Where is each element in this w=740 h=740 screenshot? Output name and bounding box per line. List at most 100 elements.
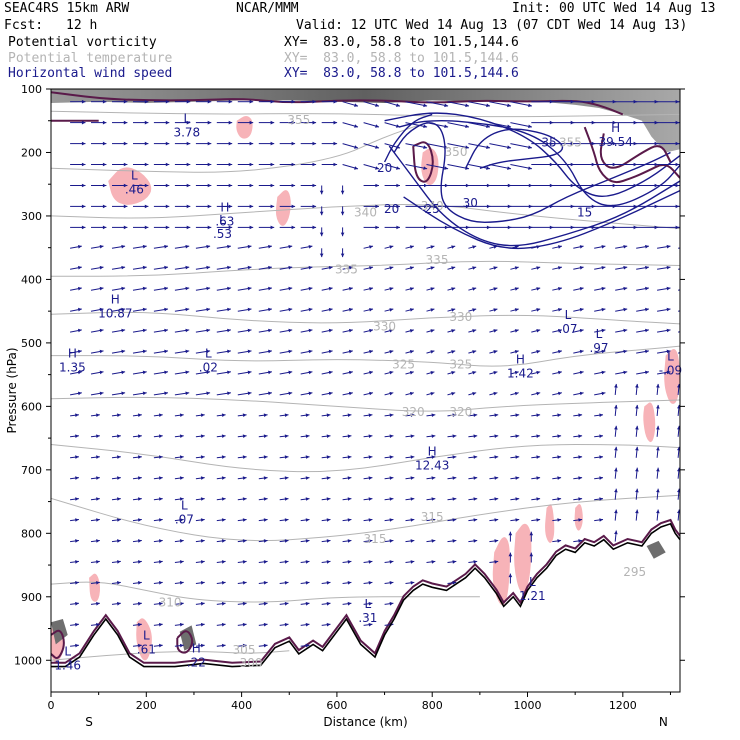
- wind-vector-450: [426, 164, 449, 170]
- wind-vector-475: [447, 204, 470, 209]
- wind-vector-205: [216, 497, 226, 501]
- wind-vector-head: [601, 266, 606, 270]
- wind-vector-head: [536, 370, 541, 375]
- y-tick-label-3: 400: [21, 273, 42, 286]
- wind-vector-head: [179, 518, 184, 522]
- wind-vector-head: [444, 124, 449, 128]
- wind-vector-head: [486, 103, 490, 108]
- wind-vector-head: [348, 307, 353, 312]
- wind-vector-head: [557, 539, 562, 543]
- wind-vector-706: [657, 328, 671, 333]
- wind-vector-191: [216, 204, 233, 209]
- wind-vector-head: [452, 476, 457, 480]
- wind-vector-525: [489, 266, 498, 270]
- wind-vector-head: [635, 467, 639, 472]
- wind-vector-head: [514, 245, 519, 249]
- wind-vector-head: [268, 370, 272, 375]
- wind-vector-99: [132, 539, 142, 543]
- wind-vector-586: [529, 552, 534, 563]
- wind-vector-373: [363, 143, 380, 149]
- wind-vector-head: [247, 370, 252, 375]
- wind-vector-head: [247, 349, 252, 354]
- wind-vector-536: [489, 497, 499, 501]
- wind-vector-head: [78, 307, 82, 312]
- wind-vector-head: [117, 497, 121, 501]
- wind-vector-head: [430, 350, 435, 354]
- wind-vector-406: [384, 287, 394, 291]
- pv-extremum-value: 1.42: [507, 367, 534, 381]
- wind-vector-31: [91, 183, 107, 188]
- wind-vector-head: [549, 225, 554, 230]
- pv-extremum-16: H.22: [187, 641, 206, 669]
- wind-vector-215: [237, 141, 254, 146]
- wind-vector-head: [368, 413, 373, 417]
- wind-vector-186: [216, 99, 233, 104]
- wind-vector-head: [142, 265, 147, 270]
- wind-vector-656: [615, 183, 638, 188]
- wind-vector-404: [384, 245, 394, 249]
- wind-vector-head: [305, 413, 310, 417]
- wind-vector-538: [489, 539, 499, 543]
- wind-vector-446: [405, 581, 415, 585]
- wind-vector-136: [174, 183, 191, 188]
- wind-vector-375: [363, 183, 379, 188]
- wind-vector-568: [531, 183, 554, 188]
- wind-vector-566: [531, 141, 554, 146]
- pv-extremum-type: H: [192, 641, 201, 655]
- wind-vector-head: [185, 391, 190, 396]
- wind-vector-head: [528, 204, 533, 209]
- wind-vector-head: [688, 371, 692, 375]
- wind-vector-648: [594, 455, 604, 459]
- wind-vector-628: [573, 497, 583, 501]
- wind-vector-head: [242, 601, 247, 606]
- wind-vector-390: [363, 497, 373, 501]
- wind-vector-head: [633, 120, 638, 125]
- theta-contour-6: [51, 396, 680, 412]
- pv-extremum-17: L.61: [137, 629, 156, 657]
- wind-vector-head: [242, 539, 247, 543]
- pv-extremum-value: 1.46: [54, 659, 81, 673]
- wind-vector-353: [340, 248, 345, 258]
- wind-vector-head: [291, 225, 296, 230]
- wind-vector-head: [486, 145, 490, 149]
- wind-vector-417: [384, 518, 394, 522]
- wind-vector-head: [635, 509, 639, 514]
- wind-vector-327: [319, 248, 324, 258]
- wind-vector-head: [347, 518, 352, 522]
- wind-vector-head: [494, 560, 499, 564]
- wind-vector-177: [195, 476, 205, 480]
- wind-vector-420: [384, 581, 394, 585]
- wind-vector-head: [96, 455, 100, 459]
- wind-vector-head: [656, 404, 660, 409]
- wind-vector-head: [121, 391, 126, 396]
- wind-vector-shaft: [426, 101, 449, 107]
- wind-vector-302: [300, 286, 313, 291]
- wind-vector-57: [112, 183, 128, 188]
- wind-vector-head: [396, 225, 400, 230]
- wind-vector-head: [206, 370, 211, 375]
- wind-vector-head: [288, 349, 293, 354]
- wind-vector-466: [426, 497, 436, 501]
- wind-vector-674: [636, 99, 659, 104]
- wind-vector-head: [347, 601, 352, 606]
- wind-vector-head: [528, 145, 532, 149]
- wind-vector-head: [159, 497, 163, 501]
- wind-vector-head: [473, 434, 478, 438]
- wind-vector-94: [132, 434, 142, 438]
- wind-vector-276: [279, 286, 293, 291]
- wind-vector-shaft: [468, 101, 491, 107]
- wind-vector-228: [237, 413, 247, 417]
- pv-extremum-4: H39.54: [599, 121, 633, 149]
- wind-vector-head: [142, 244, 147, 249]
- wind-vector-head: [242, 434, 247, 438]
- wind-speed-contour-2: [384, 112, 680, 197]
- wind-vector-53: [112, 99, 128, 104]
- wind-vector-711: [656, 425, 660, 437]
- wind-vector-head: [633, 141, 638, 146]
- wind-vector-head: [368, 518, 373, 522]
- wind-vector-head: [138, 622, 142, 627]
- wind-vector-head: [591, 183, 596, 188]
- wind-vector-614: [573, 204, 596, 209]
- wind-vector-head: [368, 560, 373, 564]
